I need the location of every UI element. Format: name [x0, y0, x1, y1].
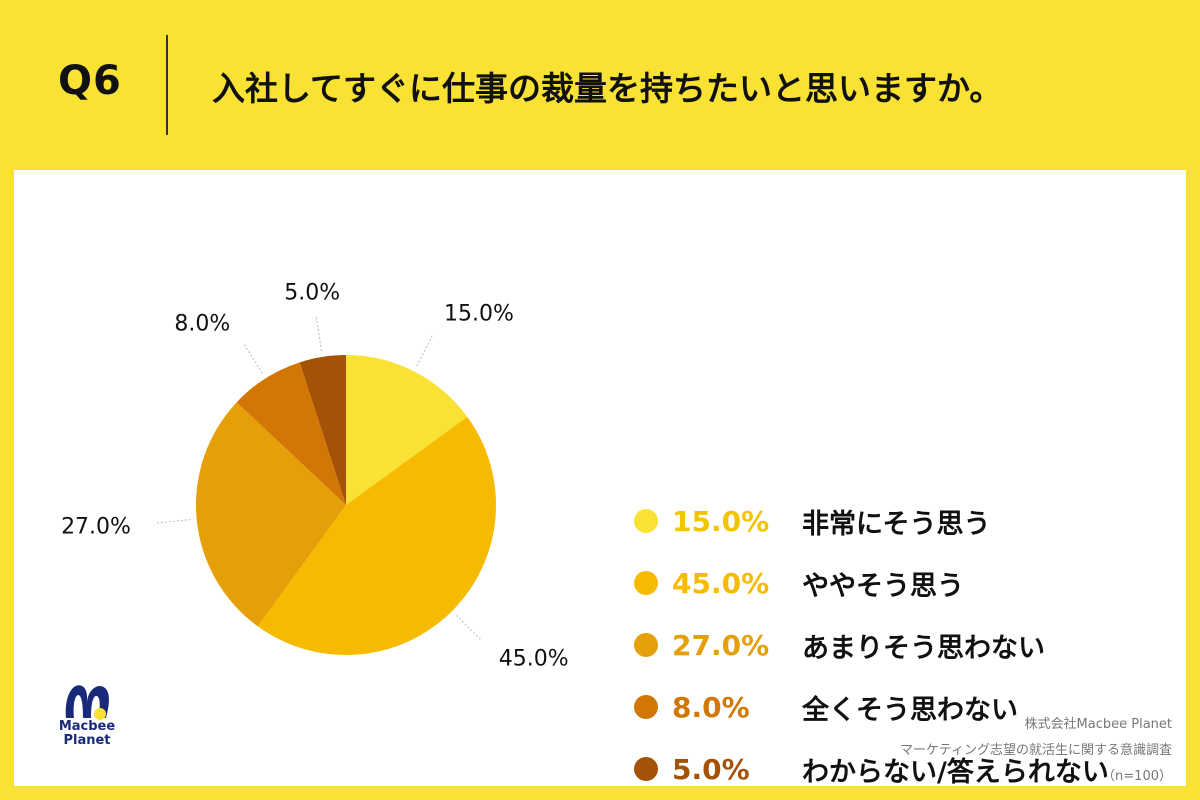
pie-chart: 15.0% 45.0% 27.0% 8.0% 5.0% — [61, 281, 569, 672]
credit-company: 株式会社Macbee Planet — [1024, 717, 1172, 732]
leader-line-2 — [455, 614, 481, 640]
data-label-1: 15.0% — [444, 302, 514, 327]
legend-swatch-icon — [634, 571, 658, 595]
legend-item-4: 8.0% 全くそう思わない — [634, 676, 1109, 738]
legend-percent: 27.0% — [672, 628, 770, 662]
pie-slice-5 — [299, 355, 346, 505]
data-label-4: 8.0% — [174, 312, 230, 337]
header: Q6 入社してすぐに仕事の裁量を持ちたいと思いますか。 — [0, 0, 1200, 170]
source-credit: 株式会社Macbee Planet マーケティング志望の就活生に関する意識調査 … — [900, 712, 1172, 790]
question-number: Q6 — [58, 58, 122, 104]
legend-swatch-icon — [634, 695, 658, 719]
legend-percent: 45.0% — [672, 566, 770, 600]
logo-line-1: Macbee — [58, 719, 116, 734]
credit-survey: マーケティング志望の就活生に関する意識調査 — [900, 743, 1172, 758]
legend: 15.0% 非常にそう思う 45.0% ややそう思う 27.0% あまりそう思わない 8.0… — [634, 490, 1109, 800]
legend-label: ややそう思う — [802, 570, 964, 602]
legend-percent: 5.0% — [672, 752, 750, 786]
legend-swatch-icon — [634, 757, 658, 781]
legend-label: あまりそう思わない — [802, 632, 1045, 664]
logo-line-2: Planet — [63, 733, 111, 748]
logo-mark-icon — [65, 685, 109, 720]
data-label-5: 5.0% — [284, 281, 340, 306]
credit-sample: （n=100） — [1102, 769, 1172, 784]
leader-line-5 — [315, 317, 323, 351]
legend-item-3: 27.0% あまりそう思わない — [634, 614, 1109, 676]
legend-label: 全くそう思わない — [802, 694, 1018, 726]
header-divider — [166, 35, 168, 135]
legend-label: わからない/答えられない — [802, 756, 1109, 788]
legend-label: 非常にそう思う — [802, 508, 991, 540]
pie-slice-2 — [257, 416, 496, 655]
legend-item-5: 5.0% わからない/答えられない — [634, 738, 1109, 800]
data-label-2: 45.0% — [499, 647, 569, 672]
pie-slice-4 — [236, 362, 346, 505]
brand-logo: Macbee Planet — [52, 678, 122, 758]
legend-percent: 15.0% — [672, 504, 770, 538]
legend-percent: 8.0% — [672, 690, 750, 724]
legend-swatch-icon — [634, 509, 658, 533]
question-title: 入社してすぐに仕事の裁量を持ちたいと思いますか。 — [212, 69, 1003, 108]
pie-slice-3 — [196, 402, 346, 627]
data-label-3: 27.0% — [61, 514, 131, 539]
leader-line-4 — [243, 344, 263, 374]
chart-panel: 15.0% 45.0% 27.0% 8.0% 5.0% 15.0% 非常にそう思う 45.0… — [14, 170, 1186, 788]
legend-swatch-icon — [634, 633, 658, 657]
legend-item-1: 15.0% 非常にそう思う — [634, 490, 1109, 552]
logo-text: Macbee Planet — [52, 720, 122, 748]
pie-slice-1 — [346, 355, 468, 505]
leader-line-3 — [156, 519, 191, 524]
leader-line-1 — [416, 335, 433, 367]
legend-item-2: 45.0% ややそう思う — [634, 552, 1109, 614]
